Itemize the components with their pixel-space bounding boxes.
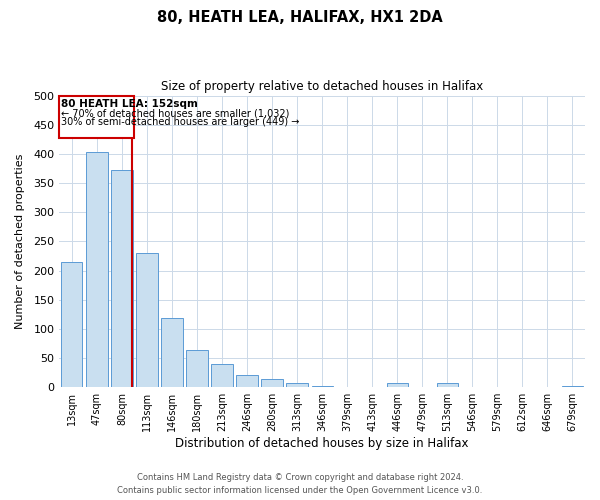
Bar [111,170,133,387]
Bar [61,262,82,387]
Bar [236,375,258,387]
Bar [86,152,107,387]
Text: 80, HEATH LEA, HALIFAX, HX1 2DA: 80, HEATH LEA, HALIFAX, HX1 2DA [157,10,443,25]
Title: Size of property relative to detached houses in Halifax: Size of property relative to detached ho… [161,80,483,93]
Bar [562,386,583,387]
Bar [136,253,158,387]
Bar [286,383,308,387]
Bar [161,318,182,387]
Y-axis label: Number of detached properties: Number of detached properties [15,154,25,329]
X-axis label: Distribution of detached houses by size in Halifax: Distribution of detached houses by size … [175,437,469,450]
Bar [59,96,134,138]
Bar [437,382,458,387]
Bar [311,386,333,387]
Text: ← 70% of detached houses are smaller (1,032): ← 70% of detached houses are smaller (1,… [61,108,289,118]
Bar [386,382,408,387]
Bar [211,364,233,387]
Text: Contains HM Land Registry data © Crown copyright and database right 2024.
Contai: Contains HM Land Registry data © Crown c… [118,474,482,495]
Text: 80 HEATH LEA: 152sqm: 80 HEATH LEA: 152sqm [61,99,197,109]
Bar [262,379,283,387]
Bar [187,350,208,387]
Text: 30% of semi-detached houses are larger (449) →: 30% of semi-detached houses are larger (… [61,117,299,127]
